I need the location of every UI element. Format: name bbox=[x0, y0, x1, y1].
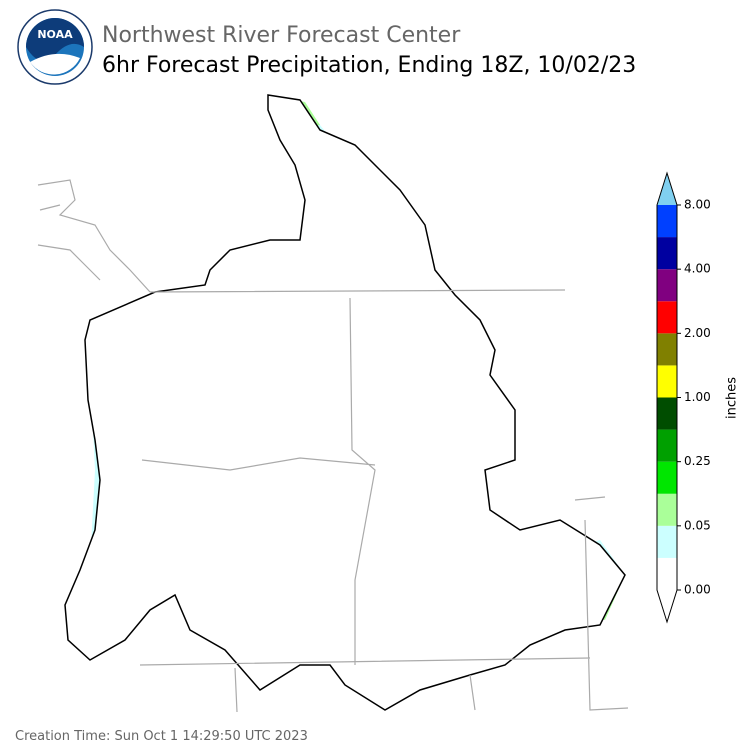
colorbar-segment bbox=[657, 237, 677, 270]
colorbar-segment bbox=[657, 301, 677, 334]
colorbar: 0.00 0.05 0.25 1.00 2.00 4.00 8.00 bbox=[656, 171, 711, 624]
colorbar-segment bbox=[657, 333, 677, 366]
coastline bbox=[37, 179, 151, 293]
logo-text: NOAA bbox=[37, 28, 73, 41]
colorbar-under bbox=[657, 590, 677, 622]
colorbar-segment bbox=[657, 493, 677, 526]
colorbar-segment bbox=[657, 557, 677, 590]
colorbar-tick-label: 0.05 bbox=[684, 518, 711, 532]
colorbar-segment bbox=[657, 269, 677, 302]
colorbar-over bbox=[657, 173, 677, 205]
colorbar-tick-label: 0.25 bbox=[684, 454, 711, 468]
colorbar-tick-label: 4.00 bbox=[684, 262, 711, 276]
colorbar-segment bbox=[657, 525, 677, 558]
colorbar-segment bbox=[657, 461, 677, 494]
subtitle: 6hr Forecast Precipitation, Ending 18Z, … bbox=[102, 53, 636, 78]
colorbar-tick-label: 2.00 bbox=[684, 326, 711, 340]
colorbar-segment bbox=[657, 365, 677, 398]
colorbar-segment bbox=[657, 397, 677, 430]
title: Northwest River Forecast Center bbox=[102, 23, 461, 48]
state-borders bbox=[139, 289, 629, 713]
colorbar-segment bbox=[657, 205, 677, 238]
creation-time: Creation Time: Sun Oct 1 14:29:50 UTC 20… bbox=[15, 729, 308, 744]
colorbar-label: inches bbox=[725, 377, 740, 419]
colorbar-tick-label: 1.00 bbox=[684, 390, 711, 404]
colorbar-segment bbox=[657, 429, 677, 462]
map bbox=[37, 94, 629, 713]
colorbar-tick-label: 0.00 bbox=[684, 583, 711, 597]
noaa-logo: NOAA bbox=[17, 9, 93, 85]
colorbar-tick-label: 8.00 bbox=[684, 198, 711, 212]
